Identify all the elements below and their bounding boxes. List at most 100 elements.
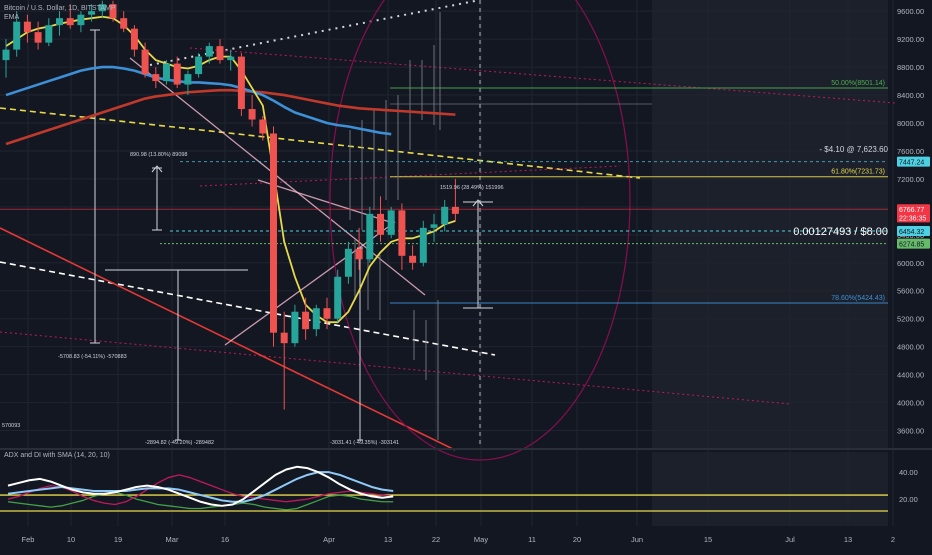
- annotation-measure-4: -2894.82 (-49.20%) -289482: [145, 440, 214, 446]
- adx-line: [7, 465, 394, 507]
- candle-body: [66, 18, 74, 26]
- price-tick-label: 9200.00: [897, 35, 924, 44]
- candle-body: [312, 308, 320, 330]
- candles-layer: [2, 0, 459, 410]
- time-tick-label: May: [474, 535, 488, 544]
- price-tick-label: 5600.00: [897, 287, 924, 296]
- candle-body: [34, 32, 42, 43]
- trendline-yellow-dashed: [0, 107, 641, 179]
- price-tick-label: 4000.00: [897, 399, 924, 408]
- price-tag-label: 6454.32: [899, 229, 924, 236]
- annotation-measure-1: 890.98 (13.80%) 89098: [130, 152, 188, 158]
- circle-drawing: [329, 0, 631, 461]
- annotation-measure-2: 1519.96 (28.49%) 151996: [440, 185, 504, 191]
- price-tick-label: 6000.00: [897, 259, 924, 268]
- time-tick-label: 19: [114, 535, 122, 544]
- price-tag-label: 7447.24: [899, 160, 924, 167]
- symbol-title[interactable]: Bitcoin / U.S. Dollar, 1D, BITSTAMP: [4, 5, 116, 12]
- di-plus-line: [7, 491, 394, 511]
- fib-level-label: 50.00%(8501.14): [831, 80, 885, 87]
- candle-body: [141, 49, 149, 75]
- measure-arrow: [151, 165, 163, 173]
- price-tick-label: 7200.00: [897, 175, 924, 184]
- price-tick-label: 9600.00: [897, 7, 924, 16]
- candle-body: [98, 4, 106, 12]
- candle-body: [409, 255, 417, 263]
- candle-body: [451, 206, 459, 214]
- di-minus-line: [7, 474, 394, 506]
- candle-body: [152, 74, 160, 82]
- price-tick-label: 8400.00: [897, 91, 924, 100]
- adx-tick-label: 40.00: [899, 468, 918, 477]
- candle-body: [441, 206, 449, 225]
- chart-header: Bitcoin / U.S. Dollar, 1D, BITSTAMP EMA: [4, 4, 116, 22]
- ema-mid-line: [5, 65, 392, 136]
- trendline-white-dotted: [149, 0, 481, 66]
- candle-body: [398, 210, 406, 256]
- candle-body: [173, 63, 181, 85]
- time-tick-label: 2: [891, 535, 895, 544]
- annotation-measure-3: -5708.83 (-54.11%) -570883: [58, 354, 127, 360]
- candle-body: [334, 276, 342, 319]
- candle-body: [45, 25, 53, 43]
- candle-body: [205, 46, 213, 57]
- ema-slow-line: [5, 88, 456, 146]
- price-tag-box: [897, 212, 930, 223]
- candle-body: [216, 46, 224, 61]
- time-tick-label: Mar: [166, 535, 179, 544]
- candle-body: [56, 18, 63, 26]
- time-tick-label: Jul: [785, 535, 795, 544]
- time-tick-label: Jun: [631, 535, 643, 544]
- price-tick-label: 4800.00: [897, 343, 924, 352]
- price-tag-box: [897, 238, 930, 249]
- fib-level-label: 61.80%(7231.73): [831, 169, 885, 176]
- subchart-title[interactable]: ADX and DI with SMA (14, 20, 10): [4, 452, 110, 459]
- candle-body: [2, 49, 10, 61]
- annotation-measure-6: 570093: [2, 423, 20, 429]
- candle-body: [323, 308, 331, 319]
- annotations-layer: - $4.10 @ 7,623.60 0.00127493 / $8.00 890.…: [2, 80, 889, 446]
- time-tick-label: 22: [432, 535, 440, 544]
- candle-body: [184, 74, 192, 85]
- price-tag-box: [897, 156, 930, 167]
- annotation-ratio: 0.00127493 / $8.00: [793, 226, 888, 238]
- price-tag-box: [897, 226, 930, 237]
- price-tick-label: 4400.00: [897, 371, 924, 380]
- indicator-label[interactable]: EMA: [4, 14, 20, 21]
- time-axis-bg: [0, 527, 932, 550]
- future-area: [652, 0, 888, 448]
- candle-body: [259, 119, 267, 134]
- candle-body: [109, 4, 117, 19]
- price-tick-label: 5200.00: [897, 315, 924, 324]
- candle-body: [120, 18, 128, 29]
- candle-body: [419, 227, 427, 263]
- candle-body: [430, 224, 438, 228]
- annotation-offer: - $4.10 @ 7,623.60: [819, 145, 888, 154]
- price-tag-label: 6766.77: [899, 207, 924, 214]
- candle-body: [355, 248, 363, 260]
- measure-arrow: [472, 199, 484, 207]
- price-tick-label: 8800.00: [897, 63, 924, 72]
- adx-subchart: 40.00 20.00: [0, 465, 918, 512]
- candle-body: [227, 56, 235, 61]
- candle-body: [130, 28, 138, 50]
- time-tick-label: Feb: [22, 535, 35, 544]
- adx-tick-label: 20.00: [899, 495, 918, 504]
- candle-body: [366, 213, 374, 260]
- price-tick-label: 7600.00: [897, 147, 924, 156]
- candle-body: [248, 109, 256, 120]
- price-axis[interactable]: 9600.00 9200.00 8800.00 8400.00 8000.00 7600.…: [897, 7, 930, 436]
- time-tick-label: 13: [844, 535, 852, 544]
- price-tag-label: 6274.85: [899, 242, 924, 249]
- price-tag-label: 22:36:35: [899, 215, 926, 222]
- candle-body: [195, 56, 203, 75]
- candle-body: [377, 213, 384, 235]
- fib-level-label: 78.60%(5424.43): [831, 295, 885, 302]
- trendline-pink-down: [129, 57, 426, 296]
- time-axis[interactable]: Feb 10 19 Mar 16 Apr 13 22 May 11 20 Jun 15 Jul 13 2: [0, 527, 932, 550]
- candle-body: [163, 63, 170, 82]
- time-tick-label: 11: [528, 535, 536, 544]
- candle-body: [237, 56, 245, 110]
